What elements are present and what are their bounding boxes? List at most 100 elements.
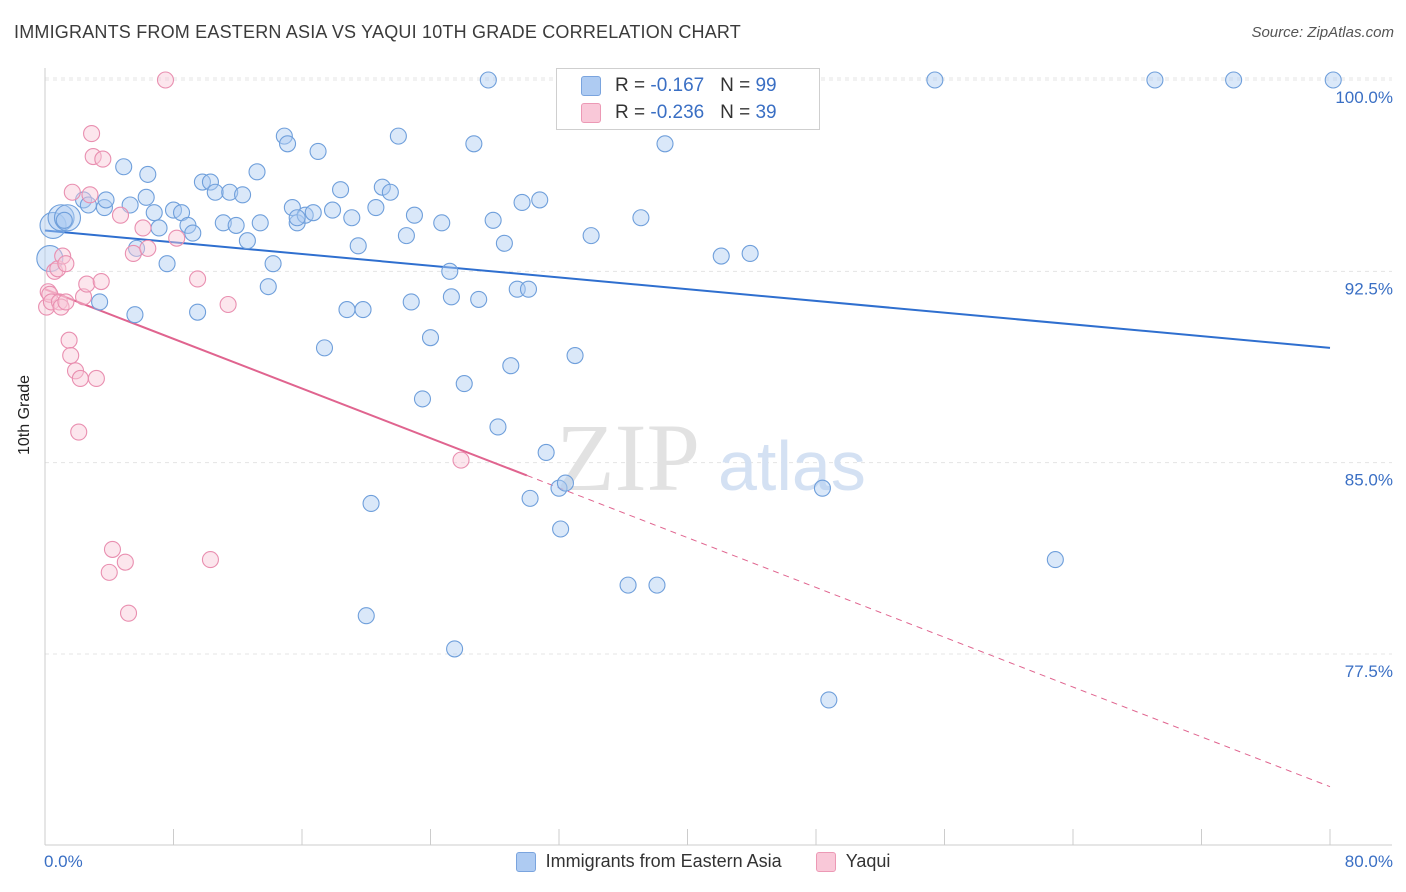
data-point (309, 142, 327, 160)
data-point (39, 211, 67, 239)
data-point (97, 191, 115, 209)
data-point (470, 290, 488, 308)
data-point (63, 183, 81, 201)
data-point (201, 551, 219, 569)
data-point (479, 71, 497, 89)
chart-title: IMMIGRANTS FROM EASTERN ASIA VS YAQUI 10… (14, 22, 741, 42)
trend-line-extension (526, 474, 1331, 788)
data-point (304, 204, 322, 222)
r-value: -0.167 (650, 75, 705, 96)
trend-line (44, 288, 528, 477)
data-point (92, 272, 110, 291)
data-point (820, 691, 838, 709)
trend-line (44, 229, 1331, 349)
data-point (465, 135, 483, 153)
data-point (124, 244, 142, 263)
data-point (145, 204, 163, 222)
data-point (251, 214, 269, 232)
x-max-label: 80.0% (1344, 852, 1393, 871)
data-point (338, 301, 356, 319)
data-point (94, 150, 112, 168)
data-point (221, 183, 239, 201)
data-point (206, 183, 224, 201)
data-point (531, 191, 549, 209)
data-point (1146, 71, 1164, 89)
legend-item-yaqui[interactable]: Yaqui (815, 851, 891, 872)
source-label: Source: ZipAtlas.com (1251, 24, 1394, 41)
data-point (139, 165, 157, 183)
n-value: 39 (755, 102, 777, 123)
data-point (100, 563, 118, 581)
data-point (116, 553, 134, 571)
data-point (446, 640, 464, 658)
legend-swatch-blue (581, 76, 601, 96)
data-point (283, 199, 301, 217)
data-point (566, 346, 584, 365)
data-point (278, 135, 297, 153)
axes (44, 68, 1392, 846)
data-point (47, 204, 75, 232)
data-point (87, 369, 105, 388)
data-point (234, 186, 252, 204)
data-point (315, 339, 334, 357)
data-point (421, 329, 440, 347)
legend-swatch-pink (581, 103, 601, 123)
data-point (343, 209, 361, 227)
data-point (813, 479, 831, 497)
data-point (111, 206, 130, 224)
data-point (75, 288, 93, 306)
bottom-legend: Immigrants from Eastern Asia Yaqui (0, 851, 1406, 872)
data-point (405, 206, 423, 224)
data-point (402, 293, 420, 311)
data-point (158, 255, 176, 273)
data-point (248, 163, 266, 181)
data-point (238, 232, 256, 250)
data-point (455, 375, 473, 393)
data-point (323, 201, 342, 219)
data-point (433, 214, 451, 232)
legend-label: Yaqui (845, 851, 891, 871)
data-point (926, 71, 944, 89)
data-point (452, 451, 470, 469)
data-point (519, 280, 538, 298)
data-point (489, 418, 507, 436)
n-value: 99 (755, 75, 777, 96)
y-tick-label: 85.0% (1345, 471, 1393, 490)
y-tick-label: 77.5% (1345, 662, 1393, 681)
data-point (1046, 551, 1064, 569)
data-point (214, 214, 232, 232)
data-point (137, 188, 155, 206)
data-point (53, 204, 82, 232)
data-point (150, 219, 168, 237)
data-point (656, 135, 674, 153)
y-axis-label: 10th Grade (16, 374, 33, 455)
trend-lines (44, 229, 1331, 788)
data-point (84, 147, 102, 166)
data-point (189, 270, 207, 288)
data-point (115, 158, 133, 176)
data-point (91, 293, 109, 311)
data-point (219, 295, 237, 314)
data-point (83, 125, 101, 143)
stats-legend: R = -0.167 N = 99 R = -0.236 N = 39 (556, 68, 820, 130)
y-tick-label: 92.5% (1345, 279, 1393, 298)
data-point (57, 293, 75, 311)
data-point (60, 331, 78, 349)
data-point (442, 288, 460, 306)
data-point (71, 369, 89, 388)
data-point (331, 181, 350, 199)
data-point (389, 127, 407, 145)
r-value: -0.236 (650, 102, 705, 123)
data-point (103, 540, 122, 558)
data-point (537, 443, 555, 462)
legend-swatch-blue (515, 851, 536, 872)
legend-item-eastern-asia[interactable]: Immigrants from Eastern Asia (515, 851, 782, 872)
data-point (55, 211, 73, 229)
data-point (648, 576, 666, 594)
n-label: N = (720, 75, 756, 96)
r-label: R = (615, 102, 651, 123)
data-point (513, 193, 531, 212)
watermark: ZIP atlas (556, 404, 866, 511)
data-point (201, 173, 219, 191)
